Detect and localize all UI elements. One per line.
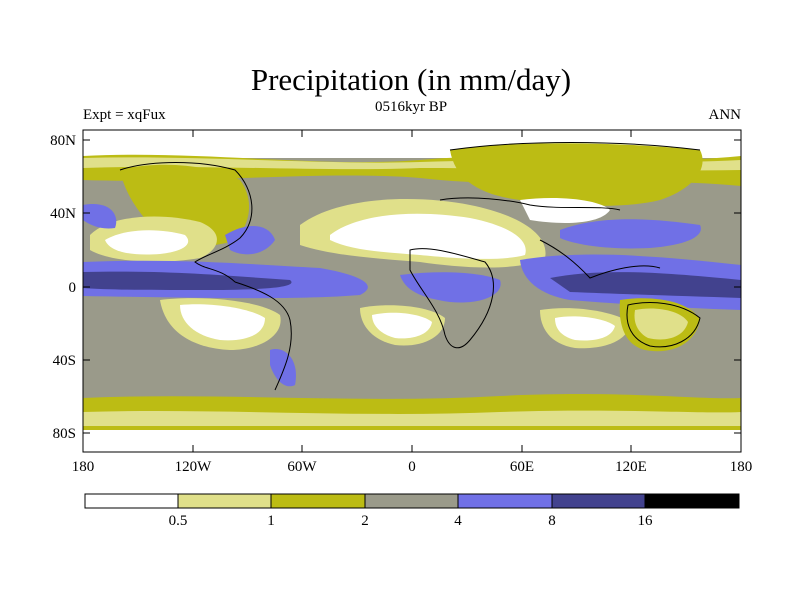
colorbar-box [364,493,459,509]
colorbar-box [84,493,179,509]
colorbar-label: 16 [638,513,654,529]
x-tick-label: 180 [72,459,95,475]
colorbar-label: 2 [361,513,369,529]
period-label: 0516kyr BP [375,99,447,115]
y-tick-label: 0 [69,280,77,296]
gulf-stream-wet [225,225,275,255]
south-atlantic-dry-core [372,312,432,339]
se-pacific-dry-core [180,304,265,341]
colorbar-label: 8 [548,513,556,529]
east-asia-wet [560,219,701,249]
x-tick-label: 60E [510,459,534,475]
warm-pool-core [550,272,741,298]
colorbar-box [270,493,366,509]
colorbar-box [457,493,553,509]
colorbar-label: 0.5 [169,513,188,529]
australia-interior [634,308,688,340]
colorbar-label: 4 [454,513,462,529]
itcz-pacific-core [83,271,292,290]
x-tick-label: 120W [175,459,213,475]
colorbar-label: 1 [267,513,275,529]
y-tick-label: 80N [50,133,76,149]
sahara-dry-core [330,213,526,259]
colorbar-box [551,493,646,509]
colorbar-box [644,493,740,509]
y-tick-label: 80S [53,426,76,442]
precipitation-field [83,130,741,452]
y-tick-marks [83,139,741,434]
chart-title: Precipitation (in mm/day) [251,62,571,97]
ne-pacific-dry-core [105,230,189,255]
experiment-label: Expt = xqFux [83,107,166,123]
x-tick-marks [82,130,742,452]
x-tick-label: 60W [287,459,317,475]
nw-pacific-storm-track [83,204,117,229]
coastlines [119,142,701,391]
x-tick-label: 0 [408,459,416,475]
colorbar [84,493,740,509]
patagonia-wet [270,349,296,387]
colorbar-box [177,493,272,509]
x-tick-label: 120E [615,459,647,475]
eurasia-land [450,143,703,206]
season-label: ANN [709,107,742,123]
central-asia-dry [520,198,610,223]
y-tick-label: 40N [50,206,76,222]
y-tick-label: 40S [53,353,76,369]
x-tick-label: 180 [730,459,753,475]
south-light-band [83,410,741,426]
south-indian-dry-core [555,316,615,341]
